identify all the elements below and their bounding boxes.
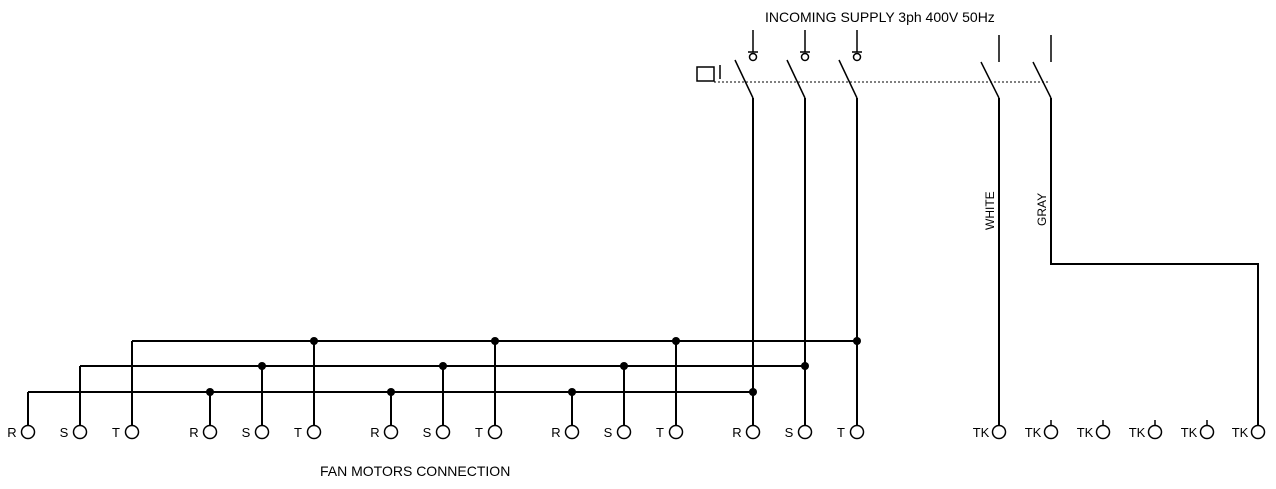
terminal-label: R <box>370 425 379 440</box>
terminal-label: R <box>732 425 741 440</box>
terminal-circle <box>745 424 761 440</box>
tk-terminals: TK TK TK TK TK TK <box>973 420 1266 440</box>
gray-wire-label: GRAY <box>1035 193 1049 226</box>
breaker-actuator <box>696 66 715 82</box>
phase-feeds <box>752 98 858 425</box>
terminal-label: T <box>475 425 483 440</box>
terminal-label: S <box>423 425 432 440</box>
tk-terminal-label: TK <box>1181 425 1198 440</box>
tk-terminal-label: TK <box>1129 425 1146 440</box>
terminal-label: R <box>551 425 560 440</box>
terminal-label: S <box>60 425 69 440</box>
terminal-circle <box>124 424 140 440</box>
terminal-circle <box>487 424 503 440</box>
busbars <box>27 340 857 425</box>
white-wire-label: WHITE <box>983 191 997 230</box>
terminal-label: S <box>242 425 251 440</box>
supply-label: INCOMING SUPPLY 3ph 400V 50Hz <box>765 9 995 25</box>
tk-terminal-circle <box>1095 424 1111 440</box>
fan-terminals: R S T R S T R S T R S T R S T <box>7 424 865 440</box>
terminal-label: S <box>604 425 613 440</box>
thermal-wires <box>998 98 1259 425</box>
tk-terminal-label: TK <box>973 425 990 440</box>
terminal-circle <box>435 424 451 440</box>
tk-terminal-label: TK <box>1025 425 1042 440</box>
motors-label: FAN MOTORS CONNECTION <box>320 463 510 479</box>
terminal-circle <box>383 424 399 440</box>
terminal-circle <box>616 424 632 440</box>
terminal-label: S <box>785 425 794 440</box>
terminal-label: T <box>294 425 302 440</box>
tk-terminal-circle <box>991 424 1007 440</box>
tk-terminal-label: TK <box>1232 425 1249 440</box>
tk-terminal-circle <box>1199 424 1215 440</box>
terminal-circle <box>668 424 684 440</box>
terminal-label: T <box>656 425 664 440</box>
tk-terminal-circle <box>1250 424 1266 440</box>
terminal-circle <box>72 424 88 440</box>
terminal-label: T <box>837 425 845 440</box>
breaker-contacts <box>734 30 1052 99</box>
tk-terminal-circle <box>1147 424 1163 440</box>
terminal-circle <box>202 424 218 440</box>
terminal-label: T <box>112 425 120 440</box>
terminal-circle <box>564 424 580 440</box>
terminal-label: R <box>7 425 16 440</box>
terminal-circle <box>254 424 270 440</box>
terminal-circle <box>797 424 813 440</box>
tk-terminal-label: TK <box>1077 425 1094 440</box>
terminal-circle <box>849 424 865 440</box>
terminal-circle <box>20 424 36 440</box>
terminal-label: R <box>189 425 198 440</box>
junction-dots <box>206 337 861 396</box>
tk-terminal-circle <box>1043 424 1059 440</box>
terminal-circle <box>306 424 322 440</box>
